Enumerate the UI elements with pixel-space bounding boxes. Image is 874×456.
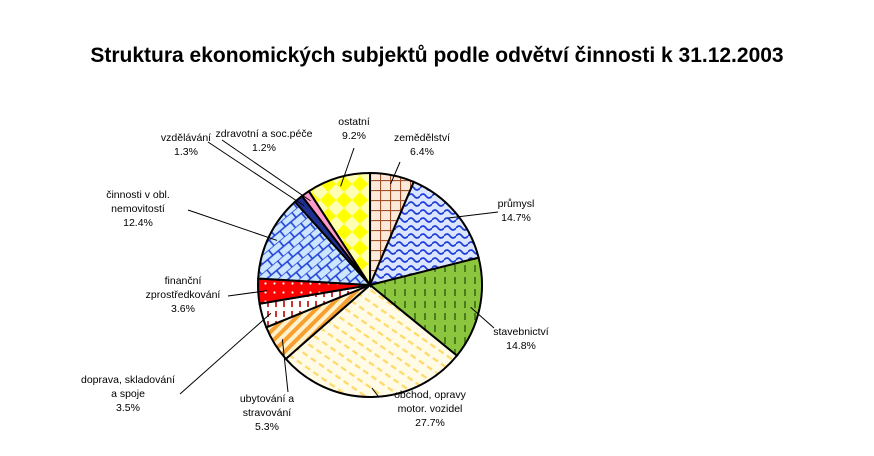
pie-slice xyxy=(307,171,371,289)
leader-lines xyxy=(179,139,499,397)
slice-label: zdravotní a soc.péče 1.2% xyxy=(216,128,313,154)
slice-label: obchod, opravy motor. vozidel 27.7% xyxy=(394,389,467,429)
leader-line xyxy=(371,387,379,397)
slice-label: činnosti v obl. nemovitostí 12.4% xyxy=(106,189,170,229)
slice-label: ostatní 9.2% xyxy=(338,116,370,142)
pie-slice xyxy=(257,200,373,287)
slice-label: doprava, skladování a spoje 3.5% xyxy=(81,374,175,414)
slice-label: zemědělství 6.4% xyxy=(394,132,450,158)
slice-labels: zemědělství 6.4% průmysl 14.7% stavebnictví 1… xyxy=(81,116,549,433)
pie-slices xyxy=(257,171,483,398)
pie-slice xyxy=(368,180,480,287)
slice-label: průmysl 14.7% xyxy=(498,198,535,224)
leader-line xyxy=(179,312,272,395)
leader-line xyxy=(207,141,305,207)
chart-title: Struktura ekonomických subjektů podle od… xyxy=(90,44,784,67)
leader-line xyxy=(390,161,401,185)
slice-label: vzdělávání 1.3% xyxy=(161,132,211,158)
pie-slice xyxy=(284,283,459,398)
leader-line xyxy=(340,147,355,187)
leader-line xyxy=(221,139,311,202)
leader-line xyxy=(281,339,289,393)
pie-slice xyxy=(367,256,483,358)
leader-line xyxy=(187,209,278,241)
slice-label: ubytování a stravování 5.3% xyxy=(240,393,294,433)
slice-label: finanční zprostředkování 3.6% xyxy=(146,275,221,315)
slice-label: stavebnictví 14.8% xyxy=(493,326,549,352)
leader-line xyxy=(227,290,268,297)
leader-line xyxy=(448,211,499,219)
leader-line xyxy=(470,306,495,329)
